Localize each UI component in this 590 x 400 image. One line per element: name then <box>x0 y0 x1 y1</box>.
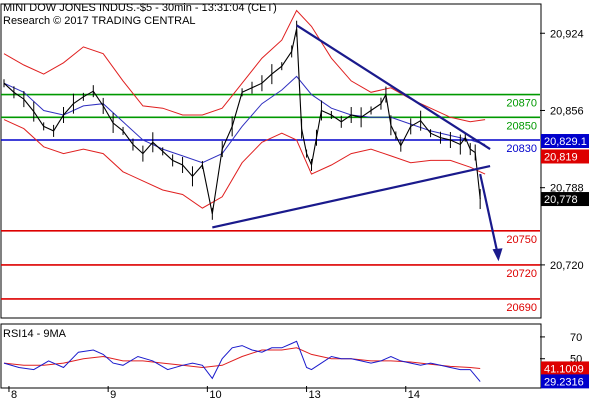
level-label-20830: 20830 <box>506 143 537 155</box>
rsi-badge <box>541 361 589 376</box>
x-tick-label: 13 <box>309 389 321 400</box>
rsi-ma-line <box>3 347 481 369</box>
chart-title: MINI DOW JONES INDUS.-$5 - 30min - 13:31… <box>3 2 277 14</box>
price-badge-label: 20,829.1 <box>544 136 587 148</box>
x-tick-label: 14 <box>408 389 420 400</box>
rsi-tick-label: 70 <box>570 332 582 344</box>
price-badge-label: 20,819 <box>544 151 578 163</box>
price-badge-label: 20,778 <box>544 194 578 206</box>
moving-average-line <box>3 75 486 164</box>
price-tick-label: 20,856 <box>550 105 584 117</box>
rsi-line <box>3 340 481 382</box>
rsi-panel-title: RSI14 - 9MA <box>3 328 67 340</box>
x-tick-label: 8 <box>11 389 17 400</box>
trendline-resistance <box>296 24 491 151</box>
rsi-panel-frame <box>0 323 542 389</box>
forecast-arrow-head <box>492 248 503 262</box>
trendline-support <box>212 165 491 229</box>
x-tick-label: 9 <box>110 389 116 400</box>
price-line <box>3 28 481 214</box>
price-tick-label: 20,924 <box>550 28 584 40</box>
price-badge <box>541 192 589 207</box>
chart-copyright: Research © 2017 TRADING CENTRAL <box>3 15 196 27</box>
level-label-20750: 20750 <box>506 234 537 246</box>
rsi-badge <box>541 374 589 389</box>
level-label-20690: 20690 <box>506 302 537 314</box>
rsi-badge-label: 41.1009 <box>544 363 584 375</box>
level-label-20850: 20850 <box>506 120 537 132</box>
price-panel-frame <box>0 3 542 319</box>
rsi-badge-label: 29.2316 <box>544 376 584 388</box>
price-tick-label: 20,788 <box>550 183 584 195</box>
x-tick-label: 10 <box>209 389 221 400</box>
price-badge <box>541 149 589 164</box>
price-badge <box>541 134 589 149</box>
bollinger-lower-line <box>3 119 486 209</box>
price-tick-label: 20,720 <box>550 260 584 272</box>
level-label-20720: 20720 <box>506 268 537 280</box>
bollinger-upper-line <box>3 9 486 123</box>
level-label-20870: 20870 <box>506 98 537 110</box>
forecast-arrow-shaft <box>479 173 499 254</box>
